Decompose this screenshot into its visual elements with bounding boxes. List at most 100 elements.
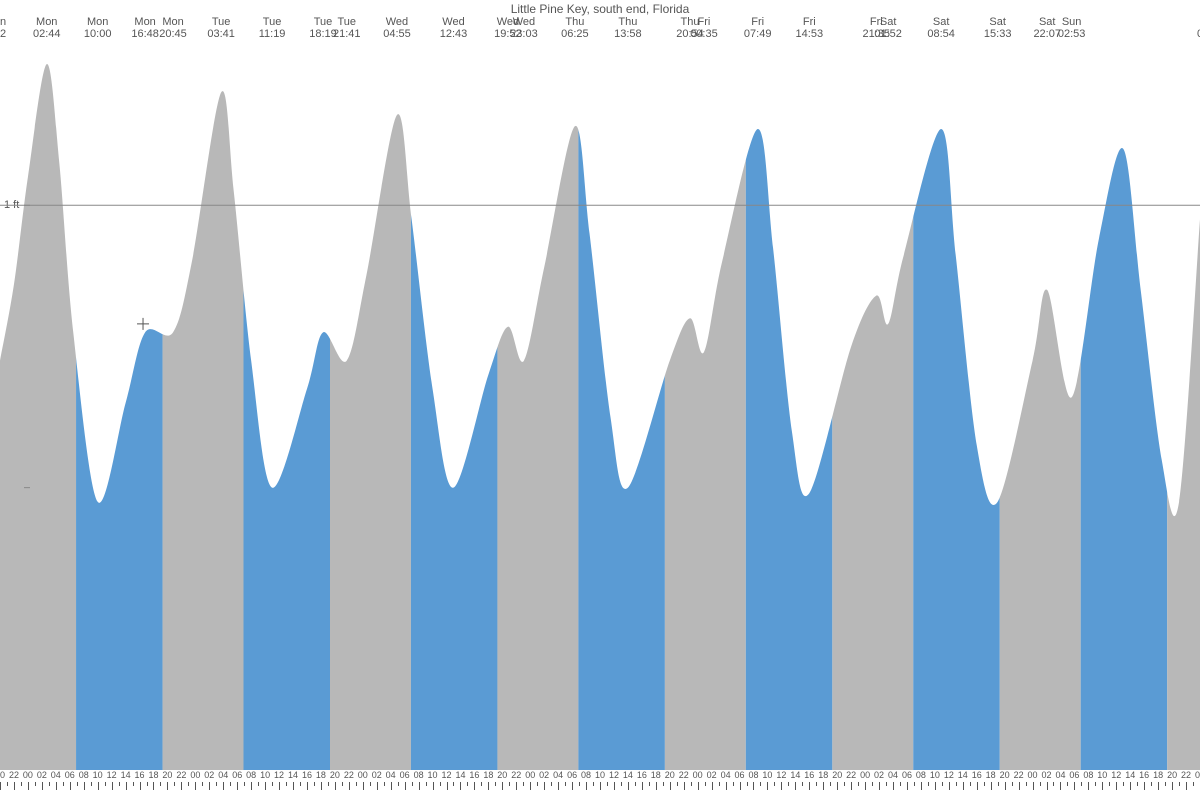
hour-tick	[398, 782, 399, 786]
hour-tick	[565, 782, 566, 786]
hour-label: 02	[874, 770, 884, 780]
top-time-label: Tue11:19	[259, 16, 286, 40]
hour-tick	[537, 782, 538, 786]
top-time-label: Thu06:25	[561, 16, 589, 40]
hour-tick	[677, 782, 678, 786]
hour-label: 06	[902, 770, 912, 780]
hour-tick	[614, 782, 615, 790]
hour-label: 14	[958, 770, 968, 780]
hour-label: 18	[651, 770, 661, 780]
hour-label: 02	[204, 770, 214, 780]
hour-label: 10	[1097, 770, 1107, 780]
top-time-label: Thu13:58	[614, 16, 642, 40]
hour-tick	[572, 782, 573, 790]
hour-label: 06	[400, 770, 410, 780]
hour-tick	[216, 782, 217, 786]
top-time-label: Fri00:35	[690, 16, 718, 40]
hour-label: 02	[707, 770, 717, 780]
hour-tick	[544, 782, 545, 790]
top-time-label: Fri14:53	[796, 16, 824, 40]
hour-tick	[1053, 782, 1054, 786]
hour-label: 00	[1028, 770, 1038, 780]
hour-tick	[1158, 782, 1159, 790]
hour-label: 22	[679, 770, 689, 780]
hour-label: 12	[776, 770, 786, 780]
hour-label: 20	[0, 770, 5, 780]
hour-label: 04	[553, 770, 563, 780]
hour-label: 20	[330, 770, 340, 780]
chart-title: Little Pine Key, south end, Florida	[0, 2, 1200, 16]
hour-label: 16	[637, 770, 647, 780]
hour-tick	[1095, 782, 1096, 786]
hour-tick	[991, 782, 992, 790]
hour-tick	[481, 782, 482, 786]
hour-tick	[579, 782, 580, 786]
hour-label: 04	[51, 770, 61, 780]
hour-tick	[265, 782, 266, 790]
hour-tick	[886, 782, 887, 786]
hour-tick	[767, 782, 768, 790]
hour-tick	[788, 782, 789, 786]
hour-tick	[1193, 782, 1194, 786]
hour-tick	[300, 782, 301, 786]
hour-tick	[84, 782, 85, 790]
hour-tick	[467, 782, 468, 786]
hour-tick	[893, 782, 894, 790]
hour-tick	[795, 782, 796, 790]
hour-label: 12	[107, 770, 117, 780]
hour-label: 12	[441, 770, 451, 780]
hour-label: 00	[860, 770, 870, 780]
hour-tick	[453, 782, 454, 786]
hour-tick	[733, 782, 734, 786]
hour-tick	[551, 782, 552, 786]
hour-label: 04	[386, 770, 396, 780]
hour-tick	[42, 782, 43, 790]
hour-tick	[670, 782, 671, 790]
hour-tick	[1026, 782, 1027, 786]
hour-tick	[858, 782, 859, 786]
hour-tick	[837, 782, 838, 790]
hour-tick	[147, 782, 148, 786]
hour-label: 18	[986, 770, 996, 780]
hour-tick	[726, 782, 727, 790]
hour-tick	[705, 782, 706, 786]
hour-tick	[98, 782, 99, 790]
hour-tick	[112, 782, 113, 790]
hour-tick	[426, 782, 427, 786]
hour-tick	[14, 782, 15, 790]
tide-chart: Little Pine Key, south end, Florida un02…	[0, 0, 1200, 800]
hour-tick	[642, 782, 643, 790]
hour-tick	[663, 782, 664, 786]
hour-tick	[1067, 782, 1068, 786]
hour-label: 08	[246, 770, 256, 780]
hour-tick	[119, 782, 120, 786]
top-time-label: Sat22:07	[1033, 16, 1061, 40]
hour-tick	[914, 782, 915, 786]
hour-tick	[635, 782, 636, 786]
hour-label: 20	[832, 770, 842, 780]
hour-tick	[237, 782, 238, 790]
hour-tick	[1047, 782, 1048, 790]
hour-tick	[586, 782, 587, 790]
hour-tick	[781, 782, 782, 790]
hour-label: 00	[358, 770, 368, 780]
top-time-label: Sat08:54	[927, 16, 955, 40]
hour-tick	[251, 782, 252, 790]
hour-tick	[1123, 782, 1124, 786]
hour-tick	[621, 782, 622, 786]
hour-tick	[188, 782, 189, 786]
hour-label: 08	[1083, 770, 1093, 780]
hour-tick	[600, 782, 601, 790]
hour-tick	[230, 782, 231, 786]
top-time-label: un02	[0, 16, 6, 40]
top-time-label: Mon02:44	[33, 16, 61, 40]
hour-tick	[1033, 782, 1034, 790]
hour-tick	[760, 782, 761, 786]
hour-label: 02	[372, 770, 382, 780]
hour-tick	[712, 782, 713, 790]
hour-tick	[133, 782, 134, 786]
hour-tick	[35, 782, 36, 786]
hour-label: 08	[748, 770, 758, 780]
hour-label: 16	[469, 770, 479, 780]
hour-tick	[433, 782, 434, 790]
